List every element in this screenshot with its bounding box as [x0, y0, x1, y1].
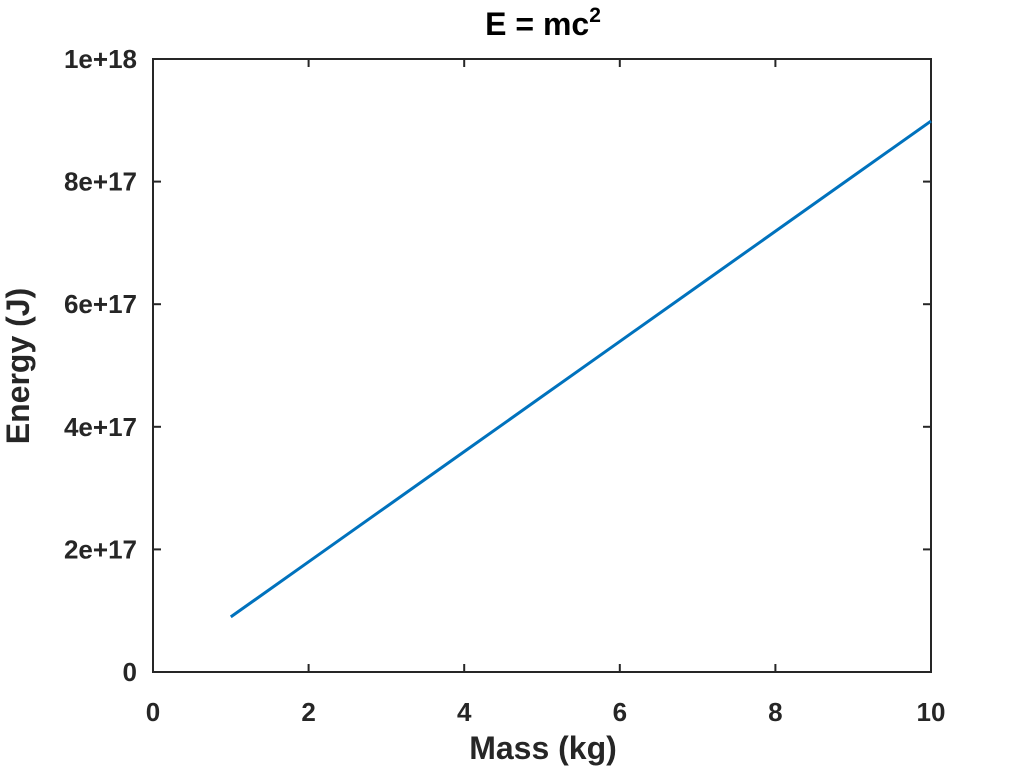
x-tick-label: 0: [146, 697, 160, 727]
x-tick-label: 4: [457, 697, 472, 727]
x-tick-label: 2: [301, 697, 315, 727]
x-axis-label: Mass (kg): [469, 730, 617, 766]
y-tick-label: 1e+18: [64, 44, 137, 74]
y-tick-label: 0: [123, 657, 137, 687]
y-tick-label: 4e+17: [64, 412, 137, 442]
x-tick-label: 10: [917, 697, 946, 727]
chart-title: E = mc2: [485, 4, 601, 42]
x-tick-label: 6: [613, 697, 627, 727]
y-tick-label: 2e+17: [64, 534, 137, 564]
y-axis-label: Energy (J): [0, 288, 36, 444]
y-tick-label: 8e+17: [64, 167, 137, 197]
x-tick-label: 8: [768, 697, 782, 727]
y-tick-label: 6e+17: [64, 289, 137, 319]
